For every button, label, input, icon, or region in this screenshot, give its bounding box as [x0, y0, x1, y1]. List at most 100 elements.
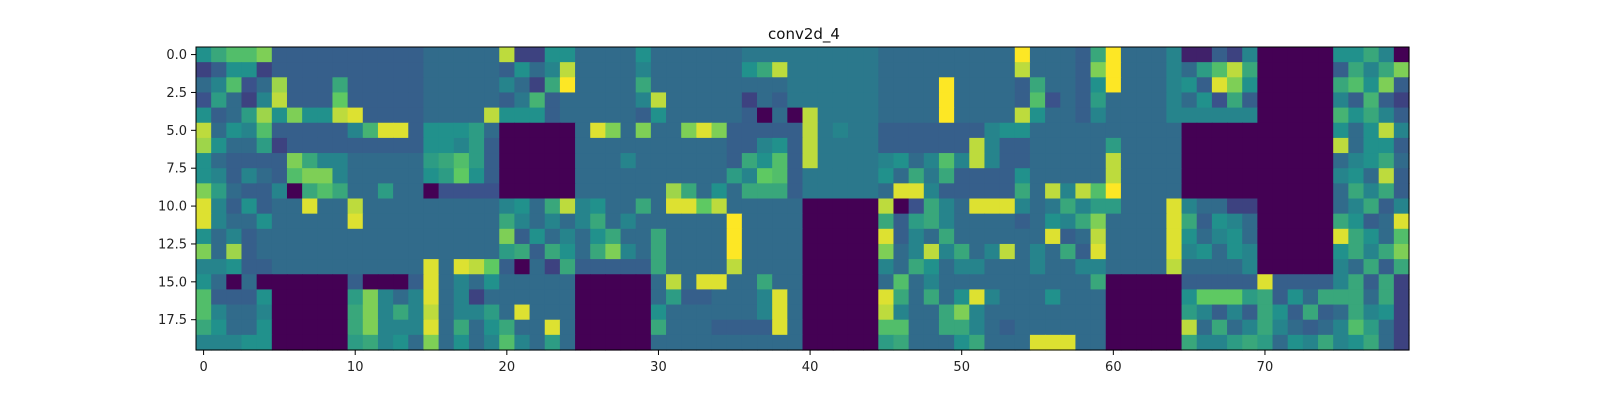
heatmap-cell [544, 153, 561, 169]
heatmap-cell [408, 92, 425, 109]
heatmap-cell [1090, 122, 1107, 139]
heatmap-cell [832, 274, 849, 290]
heatmap-cell [908, 243, 925, 260]
heatmap-cell [923, 289, 940, 306]
heatmap-cell [620, 122, 637, 139]
heatmap-cell [1378, 334, 1395, 351]
heatmap-cell [408, 183, 425, 200]
heatmap-cell [1151, 77, 1167, 94]
heatmap-cell [923, 198, 940, 215]
heatmap-cell [923, 62, 940, 78]
heatmap-cell [1196, 243, 1213, 260]
heatmap-cell [544, 319, 561, 336]
heatmap-cell [1014, 334, 1031, 351]
heatmap-cell [453, 274, 470, 290]
heatmap-cell [1105, 334, 1122, 351]
y-tick-label: 0.0 [166, 48, 187, 63]
heatmap-cell [1378, 47, 1395, 63]
heatmap-cell [1136, 304, 1152, 321]
heatmap-cell [969, 107, 986, 124]
heatmap-cell [529, 198, 546, 215]
heatmap-cell [635, 228, 652, 245]
heatmap-cell [635, 319, 652, 336]
heatmap-cell [1029, 243, 1046, 260]
heatmap-cell [923, 243, 940, 260]
heatmap-cell [302, 77, 318, 94]
heatmap-cell [1227, 304, 1243, 321]
x-tick-label: 20 [499, 360, 516, 375]
heatmap-cell [377, 183, 394, 200]
heatmap-cell [726, 137, 743, 154]
heatmap-cell [954, 319, 970, 336]
heatmap-cell [893, 153, 910, 169]
heatmap-cell [1181, 168, 1198, 184]
heatmap-cell [847, 107, 864, 124]
heatmap-cell [1181, 122, 1198, 139]
heatmap-cell [1378, 243, 1395, 260]
heatmap-cell [302, 137, 318, 154]
heatmap-cell [908, 274, 925, 290]
heatmap-cell [1227, 92, 1243, 109]
heatmap-cell [271, 274, 288, 290]
heatmap-cell [863, 319, 879, 336]
heatmap-cell [620, 168, 637, 184]
heatmap-cell [620, 319, 637, 336]
heatmap-cell [893, 137, 910, 154]
heatmap-cell [514, 228, 531, 245]
heatmap-cell [347, 274, 364, 290]
heatmap-cell [969, 259, 986, 275]
heatmap-cell [711, 122, 728, 139]
heatmap-cell [650, 47, 667, 63]
heatmap-cell [923, 168, 940, 184]
heatmap-cell [1136, 47, 1152, 63]
heatmap-cell [1211, 168, 1228, 184]
heatmap-cell [1242, 183, 1258, 200]
heatmap-cell [1227, 274, 1243, 290]
heatmap-cell [559, 289, 576, 306]
heatmap-cell [802, 77, 819, 94]
heatmap-cell [271, 319, 288, 336]
heatmap-cell [377, 259, 394, 275]
heatmap-cell [1014, 289, 1031, 306]
heatmap-cell [408, 122, 425, 139]
heatmap-cell [362, 183, 379, 200]
heatmap-cell [393, 319, 409, 336]
heatmap-cell [666, 137, 682, 154]
heatmap-cell [908, 213, 925, 230]
heatmap-cell [681, 153, 697, 169]
heatmap-cell [1181, 289, 1198, 306]
heatmap-cell [408, 228, 425, 245]
heatmap-cell [1257, 319, 1274, 336]
heatmap-cell [650, 62, 667, 78]
heatmap-cell [211, 304, 227, 321]
heatmap-cell [741, 228, 758, 245]
heatmap-cell [302, 122, 318, 139]
heatmap-cell [211, 168, 227, 184]
heatmap-cell [1363, 168, 1380, 184]
heatmap-cell [696, 183, 713, 200]
heatmap-cell [1045, 198, 1061, 215]
heatmap-cell [969, 289, 986, 306]
heatmap-cell [211, 259, 227, 275]
heatmap-cell [1136, 334, 1152, 351]
heatmap-cell [1151, 334, 1167, 351]
heatmap-cell [999, 319, 1016, 336]
heatmap-cell [847, 198, 864, 215]
heatmap-cell [256, 137, 273, 154]
heatmap-cell [1318, 62, 1334, 78]
heatmap-cell [817, 289, 834, 306]
heatmap-cell [1181, 137, 1198, 154]
heatmap-cell [453, 334, 470, 351]
heatmap-cell [817, 77, 834, 94]
heatmap-cell [559, 274, 576, 290]
heatmap-cell [1014, 198, 1031, 215]
heatmap-cell [696, 137, 713, 154]
heatmap-cell [1302, 92, 1319, 109]
heatmap-cell [726, 243, 743, 260]
heatmap-cell [878, 77, 895, 94]
heatmap-cell [1272, 334, 1289, 351]
heatmap-cell [1105, 62, 1122, 78]
heatmap-cell [969, 243, 986, 260]
heatmap-cell [302, 259, 318, 275]
heatmap-cell [1136, 168, 1152, 184]
